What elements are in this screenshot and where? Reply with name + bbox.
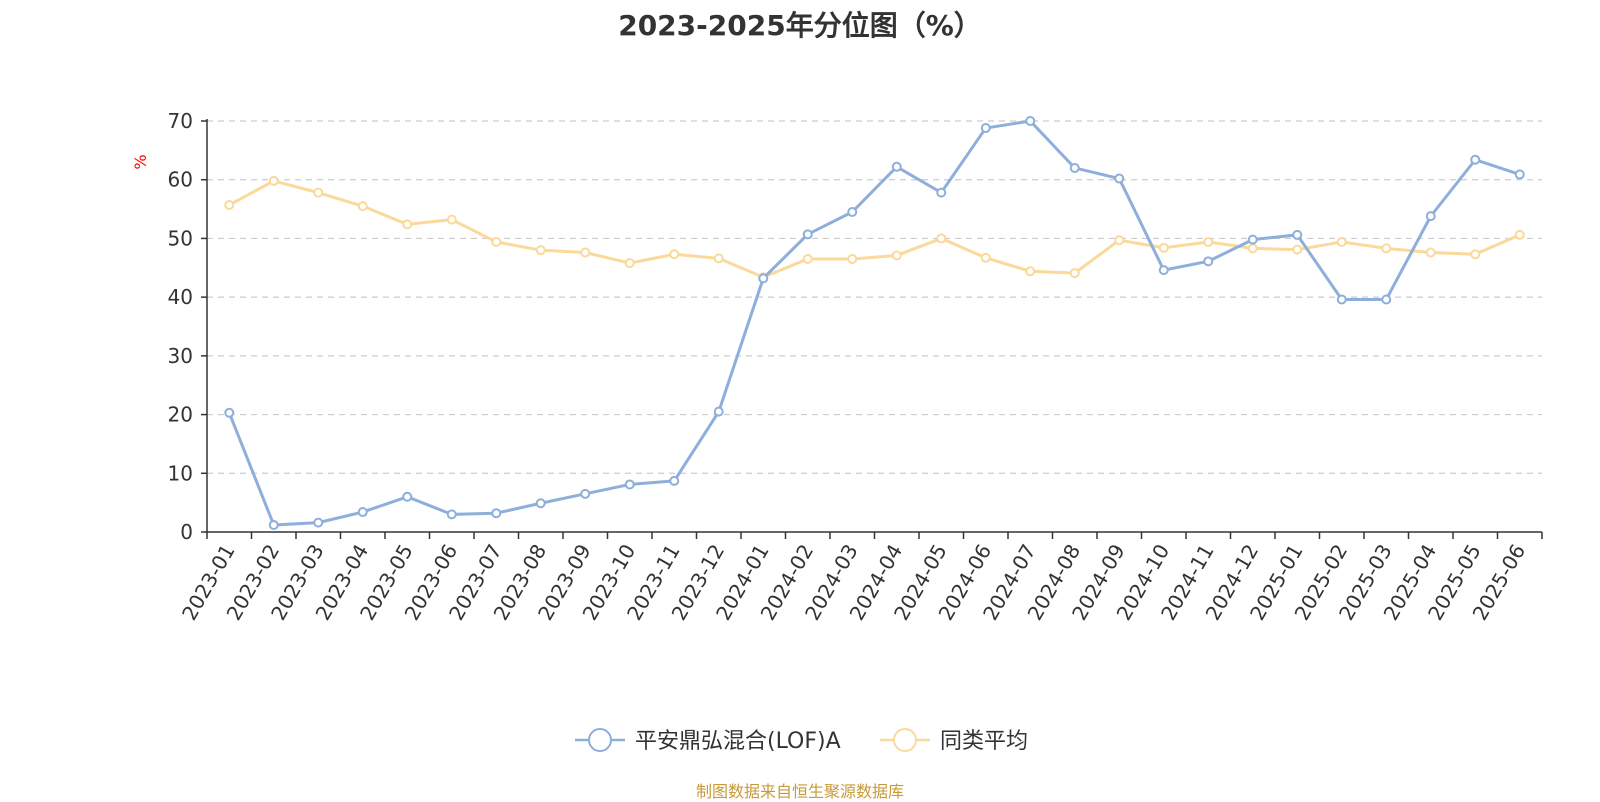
- data-point: [1381, 243, 1392, 254]
- data-point: [402, 219, 413, 230]
- data-point: [357, 201, 368, 212]
- data-point: [224, 199, 235, 210]
- data-point: [1203, 236, 1214, 247]
- y-tick-label: 40: [168, 285, 193, 309]
- data-point: [713, 253, 724, 264]
- data-point: [891, 250, 902, 261]
- data-point: [1069, 162, 1080, 173]
- data-point: [669, 475, 680, 486]
- data-point: [1425, 211, 1436, 222]
- data-point: [313, 517, 324, 528]
- y-tick-label: 0: [180, 520, 193, 544]
- data-point: [1292, 229, 1303, 240]
- axes: 0102030405060702023-012023-022023-032023…: [168, 109, 1543, 624]
- data-point: [224, 407, 235, 418]
- data-point: [1025, 266, 1036, 277]
- data-point: [357, 507, 368, 518]
- data-point: [1514, 229, 1525, 240]
- data-point: [1203, 256, 1214, 267]
- legend-swatch-marker: [893, 728, 917, 752]
- legend[interactable]: 平安鼎弘混合(LOF)A 同类平均: [575, 728, 1028, 754]
- legend-item-1[interactable]: 同类平均: [880, 728, 1028, 754]
- data-point: [758, 273, 769, 284]
- data-point: [624, 258, 635, 269]
- data-point: [535, 245, 546, 256]
- data-point: [1247, 234, 1258, 245]
- data-point: [847, 253, 858, 264]
- data-point: [891, 161, 902, 172]
- series: [224, 116, 1525, 530]
- y-axis-label: %: [131, 154, 150, 169]
- data-point: [1158, 265, 1169, 276]
- data-point: [802, 229, 813, 240]
- data-point: [313, 187, 324, 198]
- y-tick-label: 50: [168, 226, 193, 250]
- legend-item-0[interactable]: 平安鼎弘混合(LOF)A: [575, 728, 841, 754]
- data-point: [268, 519, 279, 530]
- data-point: [446, 509, 457, 520]
- data-point: [402, 491, 413, 502]
- series-line-0: [227, 119, 1521, 527]
- data-point: [980, 252, 991, 263]
- grid-lines: [207, 120, 1542, 474]
- y-tick-label: 10: [168, 461, 193, 485]
- data-point: [1336, 236, 1347, 247]
- data-point: [980, 123, 991, 134]
- legend-label: 平安鼎弘混合(LOF)A: [635, 729, 841, 754]
- data-point: [491, 508, 502, 519]
- data-point: [1425, 247, 1436, 258]
- data-point: [1114, 173, 1125, 184]
- data-point: [535, 498, 546, 509]
- data-point: [446, 214, 457, 225]
- data-point: [1158, 242, 1169, 253]
- data-point: [936, 187, 947, 198]
- data-point: [624, 479, 635, 490]
- data-point: [1114, 235, 1125, 246]
- y-tick-label: 20: [168, 403, 193, 427]
- data-point: [713, 406, 724, 417]
- chart-title: 2023-2025年分位图（%）: [618, 9, 982, 42]
- data-point: [580, 488, 591, 499]
- data-point: [847, 207, 858, 218]
- source-note: 制图数据来自恒生聚源数据库: [695, 782, 904, 801]
- data-point: [1381, 294, 1392, 305]
- data-point: [1470, 249, 1481, 260]
- legend-swatch-marker: [588, 728, 612, 752]
- series-line-1: [228, 179, 1521, 279]
- data-point: [268, 175, 279, 186]
- y-tick-label: 30: [168, 344, 193, 368]
- data-point: [491, 236, 502, 247]
- data-point: [936, 233, 947, 244]
- y-tick-label: 60: [168, 168, 193, 192]
- y-tick-label: 70: [168, 109, 193, 133]
- data-point: [1247, 243, 1258, 254]
- data-point: [1470, 154, 1481, 165]
- data-point: [1336, 294, 1347, 305]
- data-point: [1025, 116, 1036, 126]
- data-point: [1069, 268, 1080, 279]
- data-point: [802, 253, 813, 264]
- legend-label: 同类平均: [940, 729, 1028, 754]
- data-point: [1292, 244, 1303, 255]
- data-point: [580, 247, 591, 258]
- data-point: [1514, 169, 1525, 180]
- data-point: [669, 249, 680, 260]
